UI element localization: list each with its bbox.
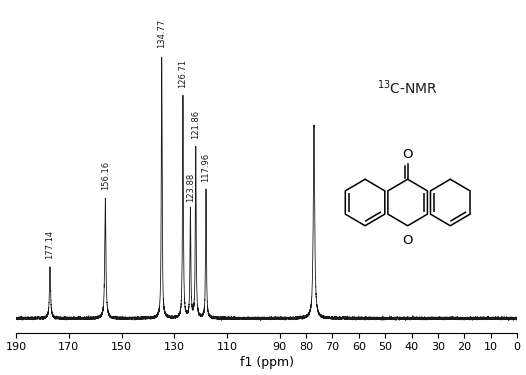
Text: O: O: [402, 234, 413, 247]
Text: 123.88: 123.88: [186, 172, 195, 202]
Text: $^{13}$C-NMR: $^{13}$C-NMR: [377, 78, 438, 97]
Text: 156.16: 156.16: [101, 161, 110, 190]
Text: 134.77: 134.77: [157, 19, 166, 48]
Text: 121.86: 121.86: [191, 110, 200, 139]
Text: 126.71: 126.71: [178, 59, 187, 88]
X-axis label: f1 (ppm): f1 (ppm): [239, 357, 294, 369]
Text: 117.96: 117.96: [201, 153, 210, 182]
Text: 177.14: 177.14: [46, 230, 55, 259]
Text: O: O: [402, 148, 413, 161]
